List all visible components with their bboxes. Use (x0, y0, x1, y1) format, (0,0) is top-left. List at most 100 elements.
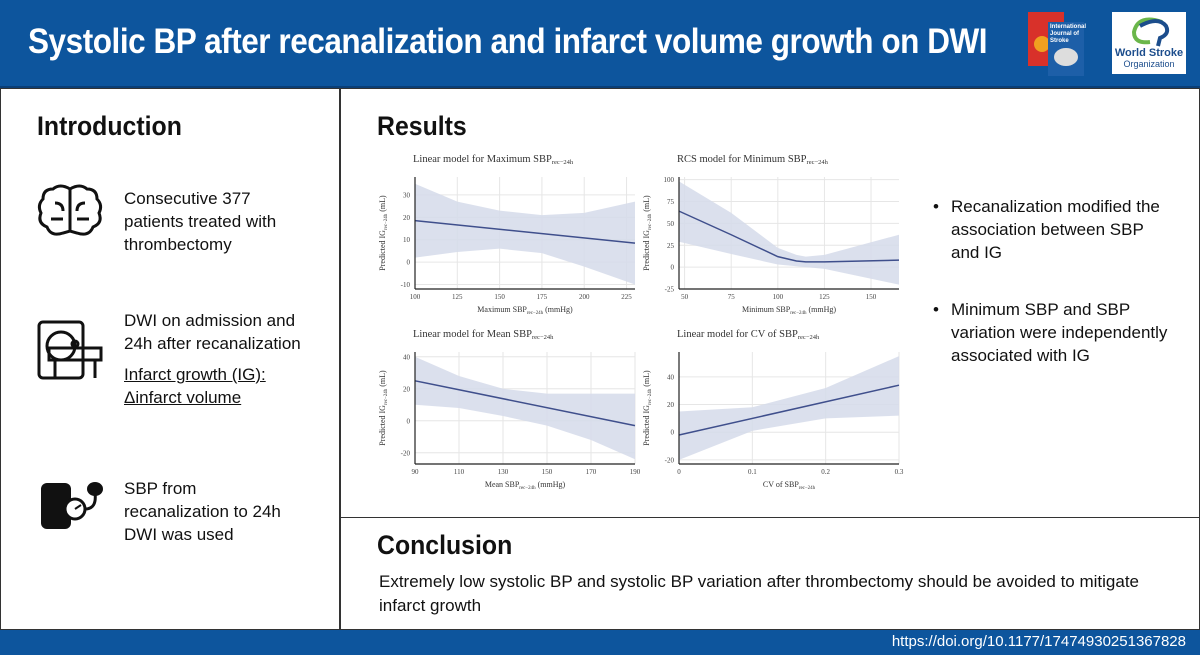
journal-cover-logo: International Journal of Stroke (1028, 12, 1088, 76)
chart-title-subscript: rec−24h (552, 159, 574, 166)
y-tick-label: 75 (667, 198, 675, 206)
confidence-band (679, 356, 899, 460)
y-tick-label: 100 (664, 176, 675, 184)
x-tick-label: 175 (537, 293, 548, 301)
y-tick-label: -20 (401, 449, 411, 457)
y-tick-label: 50 (667, 220, 675, 228)
x-axis-label-subscript: rec−24h (799, 486, 816, 491)
y-tick-label: 40 (667, 373, 675, 381)
x-axis-label-main: CV of SBP (763, 480, 799, 489)
chart-title: Linear model for Maximum SBPrec−24h (413, 154, 574, 166)
y-axis-label-main: Predicted IG (642, 230, 651, 271)
y-axis-label-unit: (mL) (642, 195, 651, 214)
confidence-band (679, 181, 899, 285)
results-panel: Results Linear model for Maximum SBPrec−… (340, 88, 1200, 518)
y-axis-label: Predicted IGrec−24h (mL) (642, 370, 653, 446)
page-title: Systolic BP after recanalization and inf… (28, 22, 988, 61)
y-tick-label: 40 (403, 353, 411, 361)
footer-bar: https://doi.org/10.1177/1747493025136782… (0, 630, 1200, 655)
chart-title-main: RCS model for Minimum SBP (677, 154, 807, 165)
x-tick-label: 125 (819, 293, 830, 301)
x-tick-label: 200 (579, 293, 590, 301)
x-tick-label: 100 (773, 293, 784, 301)
y-tick-label: 20 (403, 385, 411, 393)
chart-title-subscript: rec−24h (532, 334, 554, 341)
x-axis-label-subscript: rec−24h (519, 486, 536, 491)
x-tick-label: 150 (866, 293, 877, 301)
conclusion-panel: Conclusion Extremely low systolic BP and… (340, 517, 1200, 630)
chart-title: RCS model for Minimum SBPrec−24h (677, 154, 829, 166)
x-axis-label: Mean SBPrec−24h (mmHg) (485, 480, 566, 491)
y-tick-label: -10 (401, 281, 411, 289)
x-axis-label: CV of SBPrec−24h (763, 480, 816, 491)
header-banner: Systolic BP after recanalization and inf… (0, 0, 1200, 88)
x-axis-label-subscript: rec−24h (790, 311, 807, 316)
results-bullet: Recanalization modified the association … (933, 195, 1173, 264)
x-tick-label: 130 (498, 468, 509, 476)
y-axis-label-main: Predicted IG (378, 405, 387, 446)
x-tick-label: 0.3 (895, 468, 904, 476)
introduction-heading: Introduction (37, 111, 182, 141)
conclusion-heading: Conclusion (377, 530, 513, 560)
y-tick-label: 30 (403, 191, 411, 199)
wso-logo-mark (1131, 17, 1170, 47)
world-stroke-organization-logo: World Stroke Organization (1112, 12, 1186, 74)
x-tick-label: 225 (621, 293, 632, 301)
x-tick-label: 150 (494, 293, 505, 301)
x-axis-label-unit: (mmHg) (536, 480, 566, 489)
y-axis-label-subscript: rec−24h (648, 213, 653, 230)
prediction-line (414, 219, 636, 244)
x-tick-label: 150 (542, 468, 553, 476)
x-axis-label: Maximum SBPrec−24h (mmHg) (477, 305, 573, 316)
x-tick-label: 0.2 (821, 468, 830, 476)
confidence-band (415, 356, 635, 460)
prediction-line (678, 384, 900, 436)
chart-title-main: Linear model for Mean SBP (413, 329, 532, 340)
y-tick-label: -25 (665, 286, 675, 294)
infarct-growth-definition: Infarct growth (IG): Δinfarct volume (124, 365, 266, 407)
intro-item-text: DWI on admission and 24h after recanaliz… (124, 311, 301, 353)
y-axis-label: Predicted IGrec−24h (mL) (378, 195, 389, 271)
y-axis-label-unit: (mL) (378, 195, 387, 214)
cover-brain-image (1054, 48, 1078, 66)
x-tick-label: 170 (586, 468, 597, 476)
x-axis-label-subscript: rec−24h (527, 311, 544, 316)
x-axis-label-unit: (mmHg) (543, 305, 573, 314)
results-heading: Results (377, 111, 467, 141)
x-tick-label: 110 (454, 468, 465, 476)
introduction-panel: Introduction Consecutive 377 patients tr… (0, 88, 340, 630)
results-bullets: Recanalization modified the association … (933, 195, 1173, 367)
y-tick-label: 20 (403, 214, 411, 222)
chart-4: Linear model for CV of SBPrec−24h 0 0.1 0.2… (642, 329, 904, 491)
x-axis-label-main: Mean SBP (485, 480, 520, 489)
x-tick-label: 0.1 (748, 468, 757, 476)
y-tick-label: 0 (671, 429, 675, 437)
y-axis-label: Predicted IGrec−24h (mL) (378, 370, 389, 446)
y-tick-label: -20 (665, 456, 675, 464)
x-tick-label: 50 (681, 293, 689, 301)
y-tick-label: 0 (671, 264, 675, 272)
chart-title: Linear model for Mean SBPrec−24h (413, 329, 554, 341)
chart-title-subscript: rec−24h (807, 159, 829, 166)
y-tick-label: 0 (407, 259, 411, 267)
logo-text: World Stroke (1114, 47, 1184, 59)
conclusion-text: Extremely low systolic BP and systolic B… (379, 572, 1140, 615)
results-charts: Linear model for Maximum SBPrec−24h 100 12… (378, 154, 904, 491)
x-tick-label: 125 (452, 293, 463, 301)
y-tick-label: 25 (667, 242, 675, 250)
y-tick-label: 0 (407, 417, 411, 425)
y-axis-label-subscript: rec−24h (648, 388, 653, 405)
chart-title: Linear model for CV of SBPrec−24h (677, 329, 820, 341)
confidence-band (415, 183, 635, 285)
mri-scanner-icon (37, 320, 103, 380)
doi-link[interactable]: https://doi.org/10.1177/1747493025136782… (891, 633, 1186, 650)
prediction-line (678, 210, 900, 263)
blood-pressure-cuff-icon (41, 482, 103, 529)
x-tick-label: 90 (412, 468, 420, 476)
y-axis-label-subscript: rec−24h (384, 213, 389, 230)
y-tick-label: 20 (667, 401, 675, 409)
logo-subtext: Organization (1123, 59, 1175, 69)
